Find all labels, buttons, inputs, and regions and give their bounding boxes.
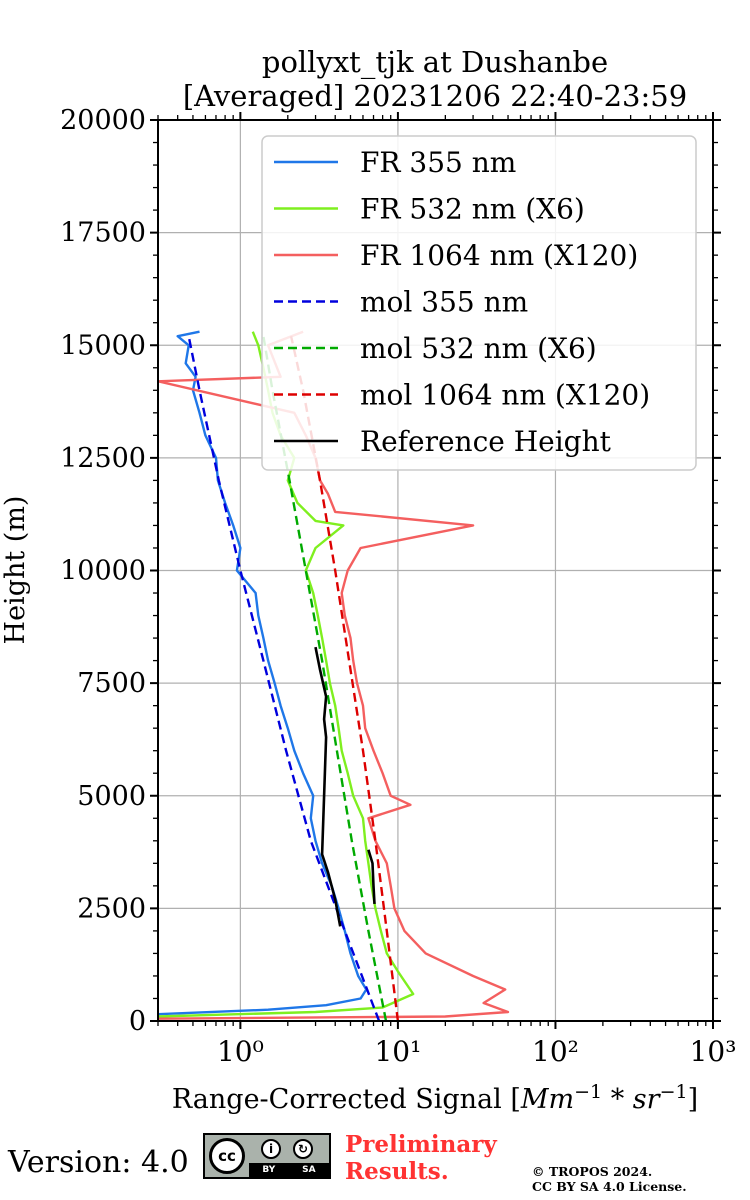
by-person-icon: i: [261, 1139, 281, 1159]
series-line-fr-355-nm: [158, 330, 368, 1016]
legend-label: mol 1064 nm (X120): [360, 379, 650, 412]
legend-label: FR 1064 nm (X120): [360, 239, 638, 272]
y-tick-label: 0: [129, 1006, 146, 1037]
lidar-profile-chart: pollyxt_tjk at Dushanbe [Averaged] 20231…: [0, 45, 736, 1115]
cc-license-badge[interactable]: cc i ↻ BY SA: [203, 1133, 331, 1179]
x-axis-label: Range-Corrected Signal [Mm−1 * sr−1]: [172, 1081, 698, 1115]
y-tick-label: 15000: [60, 330, 146, 361]
legend-box: [261, 135, 697, 471]
y-tick-label: 12500: [60, 443, 146, 474]
cc-by-label: BY: [262, 1165, 276, 1175]
share-alike-icon: ↻: [293, 1139, 313, 1159]
chart-title-line1: pollyxt_tjk at Dushanbe: [262, 45, 608, 80]
x-tick-label: 10²: [532, 1035, 579, 1068]
series-line-mol-355-nm: [187, 335, 381, 1021]
copyright-line2: CC BY SA 4.0 License.: [532, 1179, 687, 1194]
cc-sa-label: SA: [302, 1165, 316, 1175]
copyright-line1: © TROPOS 2024.: [532, 1164, 653, 1179]
y-tick-label: 10000: [60, 556, 146, 587]
series-line-reference-height: [314, 646, 342, 927]
preliminary-results-note: Preliminary Results.: [345, 1131, 497, 1185]
legend: FR 355 nm FR 532 nm (X6) FR 1064 nm (X120)…: [261, 135, 697, 471]
legend-label: mol 355 nm: [360, 286, 528, 319]
x-tick-label: 10³: [690, 1035, 737, 1068]
copyright-note: © TROPOS 2024. CC BY SA 4.0 License.: [532, 1164, 687, 1194]
series-line-reference-height: [367, 849, 376, 904]
version-label: Version: 4.0: [8, 1145, 189, 1180]
cc-strip: BY SA: [249, 1163, 329, 1177]
legend-label: FR 532 nm (X6): [360, 193, 585, 226]
legend-label: mol 532 nm (X6): [360, 332, 597, 365]
y-tick-label: 7500: [77, 668, 146, 699]
y-tick-label: 20000: [60, 105, 146, 136]
chart-title-line2: [Averaged] 20231206 22:40-23:59: [183, 79, 687, 113]
axes: 0 2500 5000 7500 10000 12500 15000 17500 20000 10…: [60, 105, 736, 1068]
preliminary-line2: Results.: [345, 1158, 449, 1185]
x-tick-label: 10⁰: [217, 1035, 264, 1068]
preliminary-line1: Preliminary: [345, 1131, 497, 1158]
cc-icon: cc: [209, 1138, 245, 1174]
x-tick-label: 10¹: [374, 1035, 421, 1068]
legend-label: Reference Height: [360, 425, 612, 458]
y-tick-label: 17500: [60, 218, 146, 249]
y-axis-label: Height (m): [0, 496, 31, 645]
y-tick-label: 2500: [77, 893, 146, 924]
y-tick-label: 5000: [77, 781, 146, 812]
legend-label: FR 355 nm: [360, 146, 516, 179]
